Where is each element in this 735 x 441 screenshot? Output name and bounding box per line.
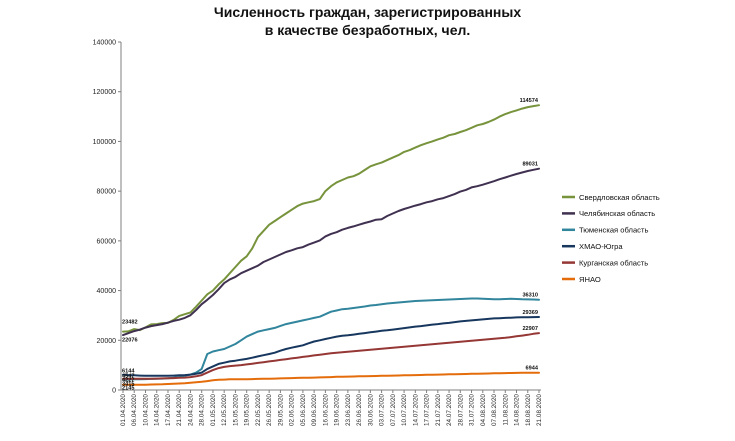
y-tick-label: 120000 [93,89,116,96]
chart-title: Численность граждан, зарегистрированных … [0,3,735,39]
x-tick-label: 21.08.2020 [536,394,543,426]
x-tick-label: 07.08.2020 [491,394,498,426]
data-label: 114574 [520,98,539,104]
x-tick-label: 19.06.2020 [334,394,341,426]
x-tick-label: 07.07.2020 [390,394,397,426]
y-tick-label: 40000 [97,288,117,295]
series-line-5 [122,332,540,380]
x-tick-label: 31.07.2020 [469,394,476,426]
data-label: 6144 [122,369,135,375]
x-tick-label: 21.04.2020 [176,394,183,426]
series-layer [122,104,540,386]
chart-title-line-2: в качестве безработных, чел. [264,22,471,38]
x-tick-label: 10.07.2020 [401,394,408,426]
x-tick-label: 11.08.2020 [502,394,509,426]
legend-entry-label: Тюменская область [579,226,648,235]
x-tick-label: 01.04.2020 [120,394,127,426]
chart-axes: 0 20000 40000 60000 80000 100000 120000 140000 0… [93,40,543,427]
data-label: 89031 [522,162,538,168]
legend-entry-label: Курганская область [579,258,648,267]
data-label: 3415 [122,382,134,388]
x-tick-label: 28.07.2020 [457,394,464,426]
legend-entry-label: Челябинская область [579,209,655,218]
x-tick-label: 17.07.2020 [424,394,431,426]
series-line-1 [122,104,540,333]
data-label: 4547 [122,374,134,380]
data-label: 22907 [522,326,538,332]
series-line-3 [122,297,540,381]
x-tick-label: 26.06.2020 [356,394,363,426]
x-tick-label: 02.06.2020 [289,394,296,426]
x-tick-label: 12.05.2020 [221,394,228,426]
y-tick-label: 60000 [97,238,117,245]
x-tick-label: 21.07.2020 [435,394,442,426]
x-tick-label: 18.08.2020 [525,394,532,426]
x-tick-label: 14.04.2020 [154,394,161,426]
data-label: 36310 [522,293,538,299]
x-tick-label: 26.05.2020 [266,394,273,426]
legend-entry-label: ХМАО-Югра [579,242,623,251]
series-line-6 [122,371,540,386]
x-tick-label: 05.06.2020 [300,394,307,426]
x-tick-label: 09.06.2020 [311,394,318,426]
x-tick-label: 10.04.2020 [142,394,149,426]
legend: Свердловская область Челябинская область Т… [562,193,660,284]
x-tick-label: 24.04.2020 [187,394,194,426]
x-tick-label: 29.05.2020 [277,394,284,426]
data-labels-layer: 114574 89031 36310 29369 22907 6944 23482 22076… [122,98,539,391]
x-tick-label: 17.04.2020 [165,394,172,426]
x-tick-label: 30.06.2020 [367,394,374,426]
y-tick-label: 100000 [93,139,116,146]
x-tick-label: 06.04.2020 [131,394,138,426]
data-label: 22076 [122,338,138,344]
legend-entry-label: Свердловская область [579,193,660,202]
data-label: 23482 [122,320,138,326]
x-tick-label: 03.07.2020 [379,394,386,426]
legend-entry-label: ЯНАО [579,275,601,284]
y-tick-label: 140000 [93,40,116,47]
x-tick-label: 14.08.2020 [514,394,521,426]
x-tick-label: 14.07.2020 [412,394,419,426]
x-tick-label: 24.07.2020 [446,394,453,426]
y-tick-label: 20000 [97,338,117,345]
x-tick-label: 01.05.2020 [210,394,217,426]
series-line-2 [122,167,540,337]
y-tick-label: 80000 [97,189,117,196]
data-label: 4227 [122,378,134,384]
x-tick-label: 28.04.2020 [199,394,206,426]
x-tick-label: 23.06.2020 [345,394,352,426]
y-tick-label: 0 [112,388,116,395]
x-tick-label: 22.05.2020 [255,394,262,426]
x-tick-label: 16.06.2020 [322,394,329,426]
data-label: 29369 [522,310,538,316]
x-tick-label: 19.05.2020 [244,394,251,426]
series-line-4 [122,316,540,377]
data-label: 2145 [122,386,134,392]
chart-title-line-1: Численность граждан, зарегистрированных [213,4,522,20]
x-tick-label: 04.08.2020 [480,394,487,426]
x-tick-label: 15.05.2020 [232,394,239,426]
data-label: 6944 [526,366,539,372]
